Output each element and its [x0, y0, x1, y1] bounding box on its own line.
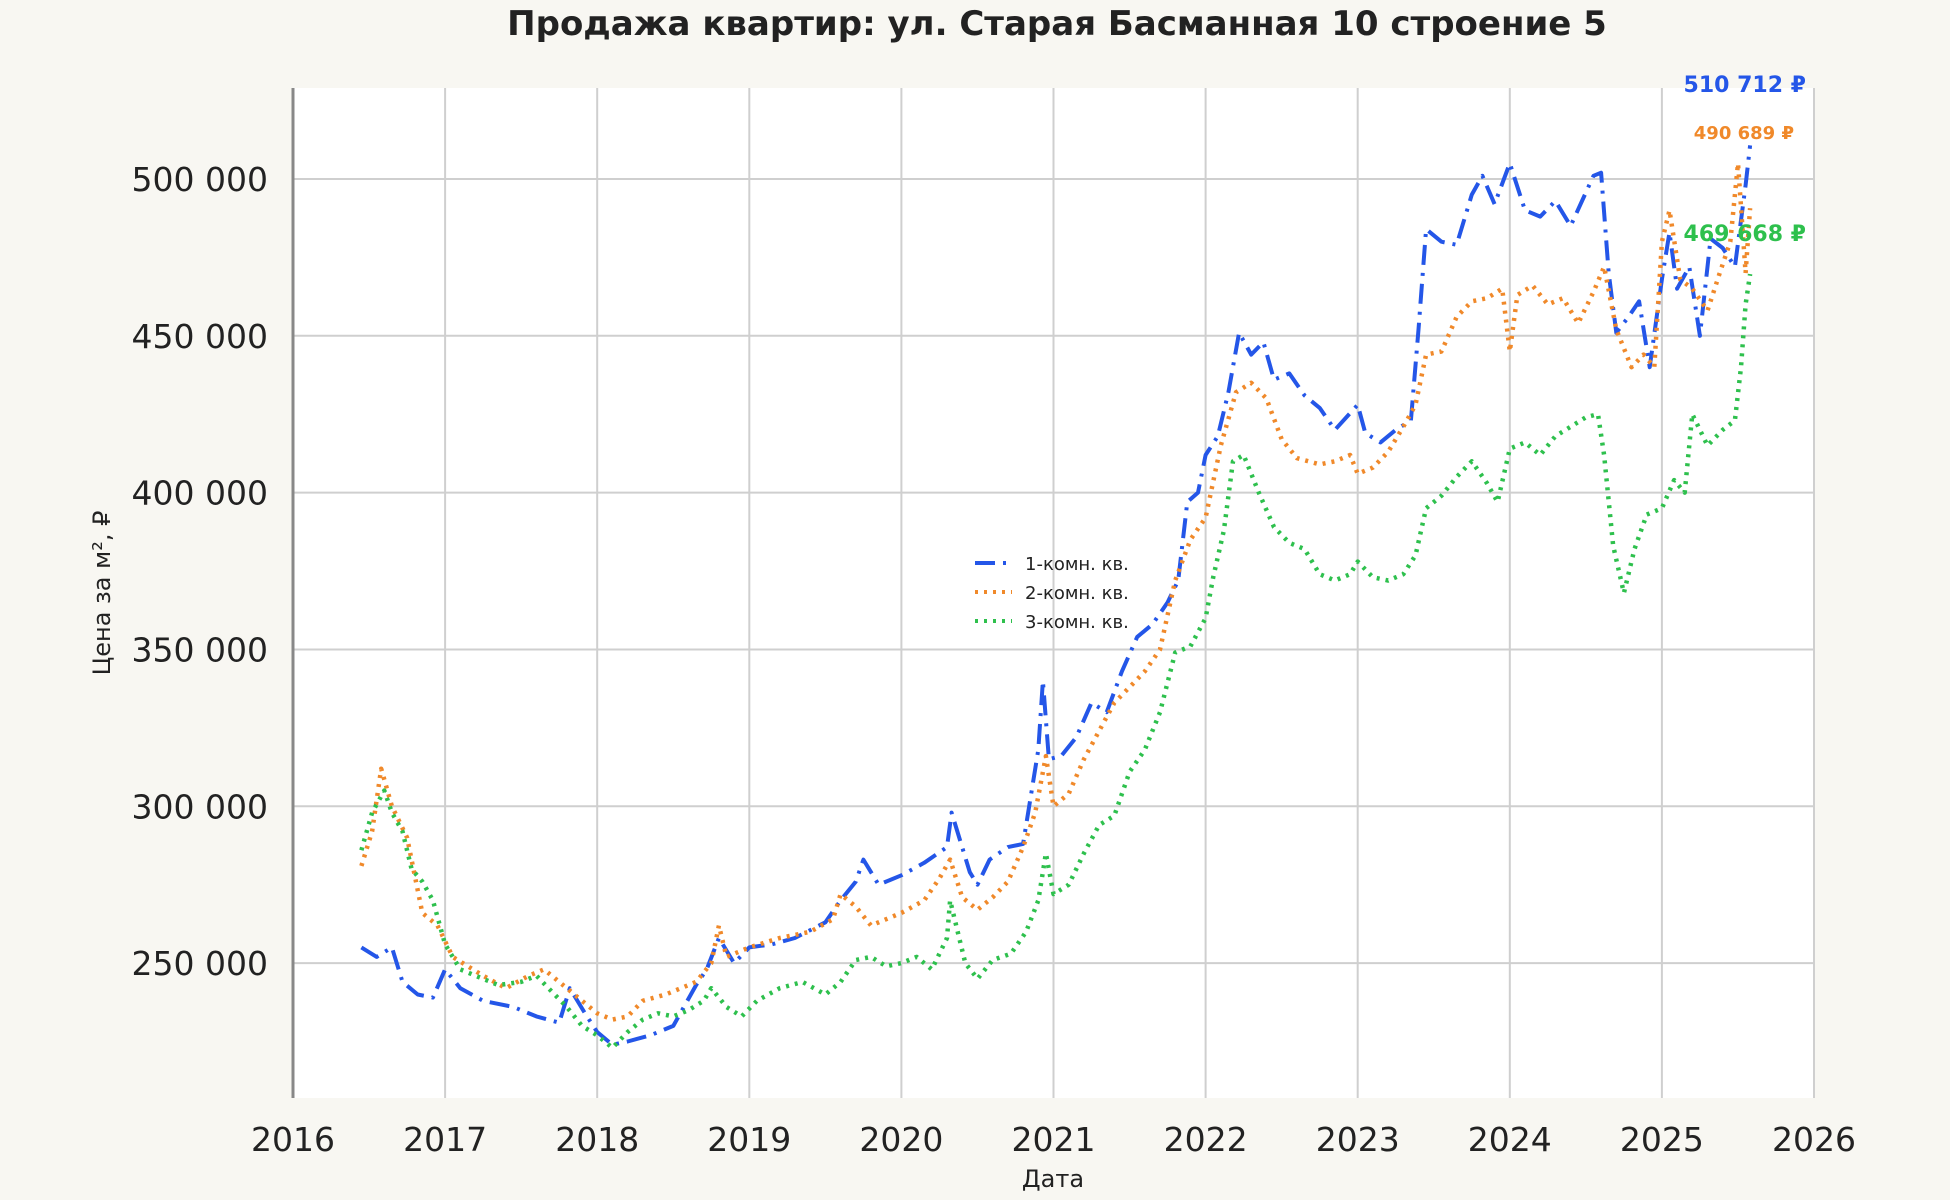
x-tick-label: 2019	[707, 1120, 791, 1159]
x-tick-label: 2023	[1316, 1120, 1400, 1159]
y-tick-label: 500 000	[132, 160, 268, 199]
x-tick-label: 2026	[1772, 1120, 1856, 1159]
y-axis-label: Цена за м², ₽	[88, 511, 116, 676]
x-axis-ticks: 2016 2017 2018 2019 2020 2021 2022 2023 2024 2025…	[251, 1120, 1856, 1159]
x-tick-label: 2025	[1620, 1120, 1704, 1159]
x-tick-label: 2021	[1012, 1120, 1096, 1159]
x-axis-label: Дата	[1022, 1165, 1084, 1193]
x-tick-label: 2017	[403, 1120, 487, 1159]
chart-title: Продажа квартир: ул. Старая Басманная 10…	[507, 4, 1607, 44]
end-value-label-1: 510 712 ₽	[1684, 73, 1806, 98]
legend-label-2: 2-комн. кв.	[1025, 583, 1129, 604]
x-tick-label: 2022	[1164, 1120, 1248, 1159]
x-tick-label: 2024	[1468, 1120, 1552, 1159]
end-labels: 510 712 ₽ 490 689 ₽ 469 668 ₽	[1684, 73, 1806, 247]
y-tick-label: 400 000	[132, 474, 268, 513]
x-tick-label: 2020	[859, 1120, 943, 1159]
y-tick-label: 300 000	[132, 787, 268, 826]
legend: 1-комн. кв. 2-комн. кв. 3-комн. кв.	[975, 554, 1129, 633]
x-tick-label: 2018	[555, 1120, 639, 1159]
series-line-1	[360, 145, 1753, 1047]
grid	[292, 88, 1815, 1098]
series-layer	[359, 145, 1753, 1051]
legend-label-1: 1-комн. кв.	[1025, 554, 1129, 575]
y-tick-label: 350 000	[132, 630, 268, 669]
y-tick-label: 250 000	[132, 944, 268, 983]
end-value-label-2: 490 689 ₽	[1694, 123, 1794, 144]
series-line-2	[359, 161, 1753, 1022]
y-axis-ticks: 250 000 300 000 350 000 400 000 450 000 500 0…	[132, 160, 268, 983]
x-tick-label: 2016	[251, 1120, 335, 1159]
y-tick-label: 450 000	[132, 317, 268, 356]
end-value-label-3: 469 668 ₽	[1684, 222, 1806, 247]
legend-label-3: 3-комн. кв.	[1025, 612, 1129, 633]
